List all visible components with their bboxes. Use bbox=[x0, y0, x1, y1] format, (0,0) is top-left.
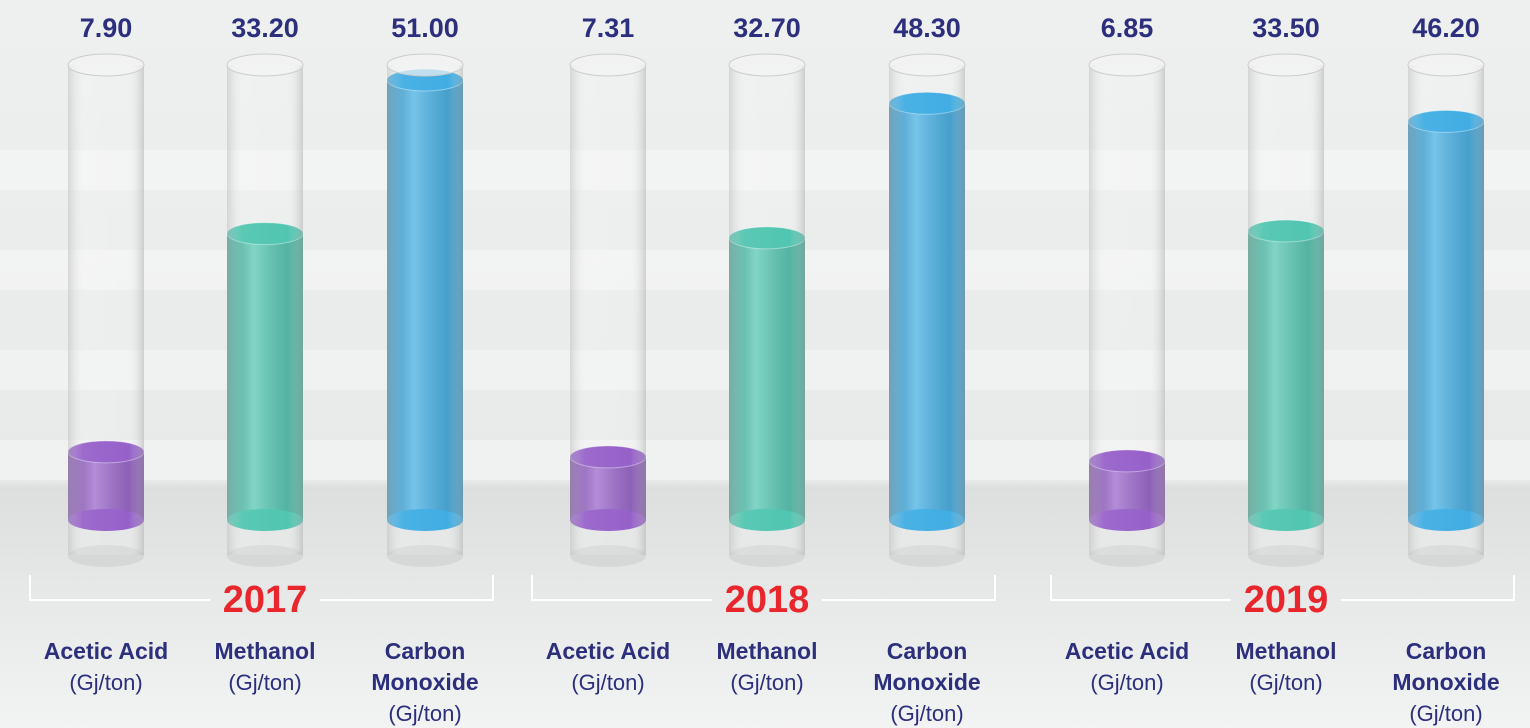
unit-label: (Gj/ton) bbox=[1044, 667, 1210, 698]
product-name: Carbon Monoxide bbox=[1363, 636, 1529, 698]
tube-glass bbox=[68, 65, 144, 555]
tube-rim bbox=[1248, 54, 1324, 76]
product-name: Carbon Monoxide bbox=[844, 636, 1010, 698]
unit-label: (Gj/ton) bbox=[1363, 698, 1529, 728]
value-label: 32.70 bbox=[733, 13, 801, 43]
tube-glass bbox=[1089, 65, 1165, 555]
tube-rim bbox=[729, 54, 805, 76]
tube-rim bbox=[227, 54, 303, 76]
value-label: 33.50 bbox=[1252, 13, 1320, 43]
product-name: Carbon Monoxide bbox=[342, 636, 508, 698]
unit-label: (Gj/ton) bbox=[342, 698, 508, 728]
unit-label: (Gj/ton) bbox=[844, 698, 1010, 728]
tube-rim bbox=[889, 54, 965, 76]
product-name: Methanol bbox=[684, 636, 850, 667]
tube-glass bbox=[570, 65, 646, 555]
unit-label: (Gj/ton) bbox=[23, 667, 189, 698]
tube-glass bbox=[729, 65, 805, 555]
tube-glass bbox=[1408, 65, 1484, 555]
value-label: 6.85 bbox=[1101, 13, 1154, 43]
unit-label: (Gj/ton) bbox=[525, 667, 691, 698]
tube-glass bbox=[387, 65, 463, 555]
tube-glass bbox=[889, 65, 965, 555]
product-name: Methanol bbox=[182, 636, 348, 667]
tube-rim bbox=[387, 54, 463, 76]
page: 2017 7.90 33.20 51.00 2018 7.31 32.70 48.30 2019… bbox=[0, 0, 1530, 728]
tube-rim bbox=[1089, 54, 1165, 76]
value-label: 46.20 bbox=[1412, 13, 1480, 43]
unit-label: (Gj/ton) bbox=[1203, 667, 1369, 698]
tube-rim bbox=[1408, 54, 1484, 76]
unit-label: (Gj/ton) bbox=[684, 667, 850, 698]
value-label: 51.00 bbox=[391, 13, 459, 43]
value-label: 33.20 bbox=[231, 13, 299, 43]
year-label: 2017 bbox=[223, 579, 308, 621]
tube-rim bbox=[68, 54, 144, 76]
tube-rim bbox=[570, 54, 646, 76]
value-label: 7.90 bbox=[80, 13, 133, 43]
tube-glass bbox=[227, 65, 303, 555]
product-name: Acetic Acid bbox=[1044, 636, 1210, 667]
tube-glass bbox=[1248, 65, 1324, 555]
chart: 2017 7.90 33.20 51.00 2018 7.31 32.70 48.30 2019… bbox=[0, 0, 1530, 728]
year-label: 2018 bbox=[725, 579, 810, 621]
year-label: 2019 bbox=[1244, 579, 1329, 621]
value-label: 7.31 bbox=[582, 13, 635, 43]
unit-label: (Gj/ton) bbox=[182, 667, 348, 698]
product-name: Methanol bbox=[1203, 636, 1369, 667]
product-name: Acetic Acid bbox=[525, 636, 691, 667]
value-label: 48.30 bbox=[893, 13, 961, 43]
product-name: Acetic Acid bbox=[23, 636, 189, 667]
